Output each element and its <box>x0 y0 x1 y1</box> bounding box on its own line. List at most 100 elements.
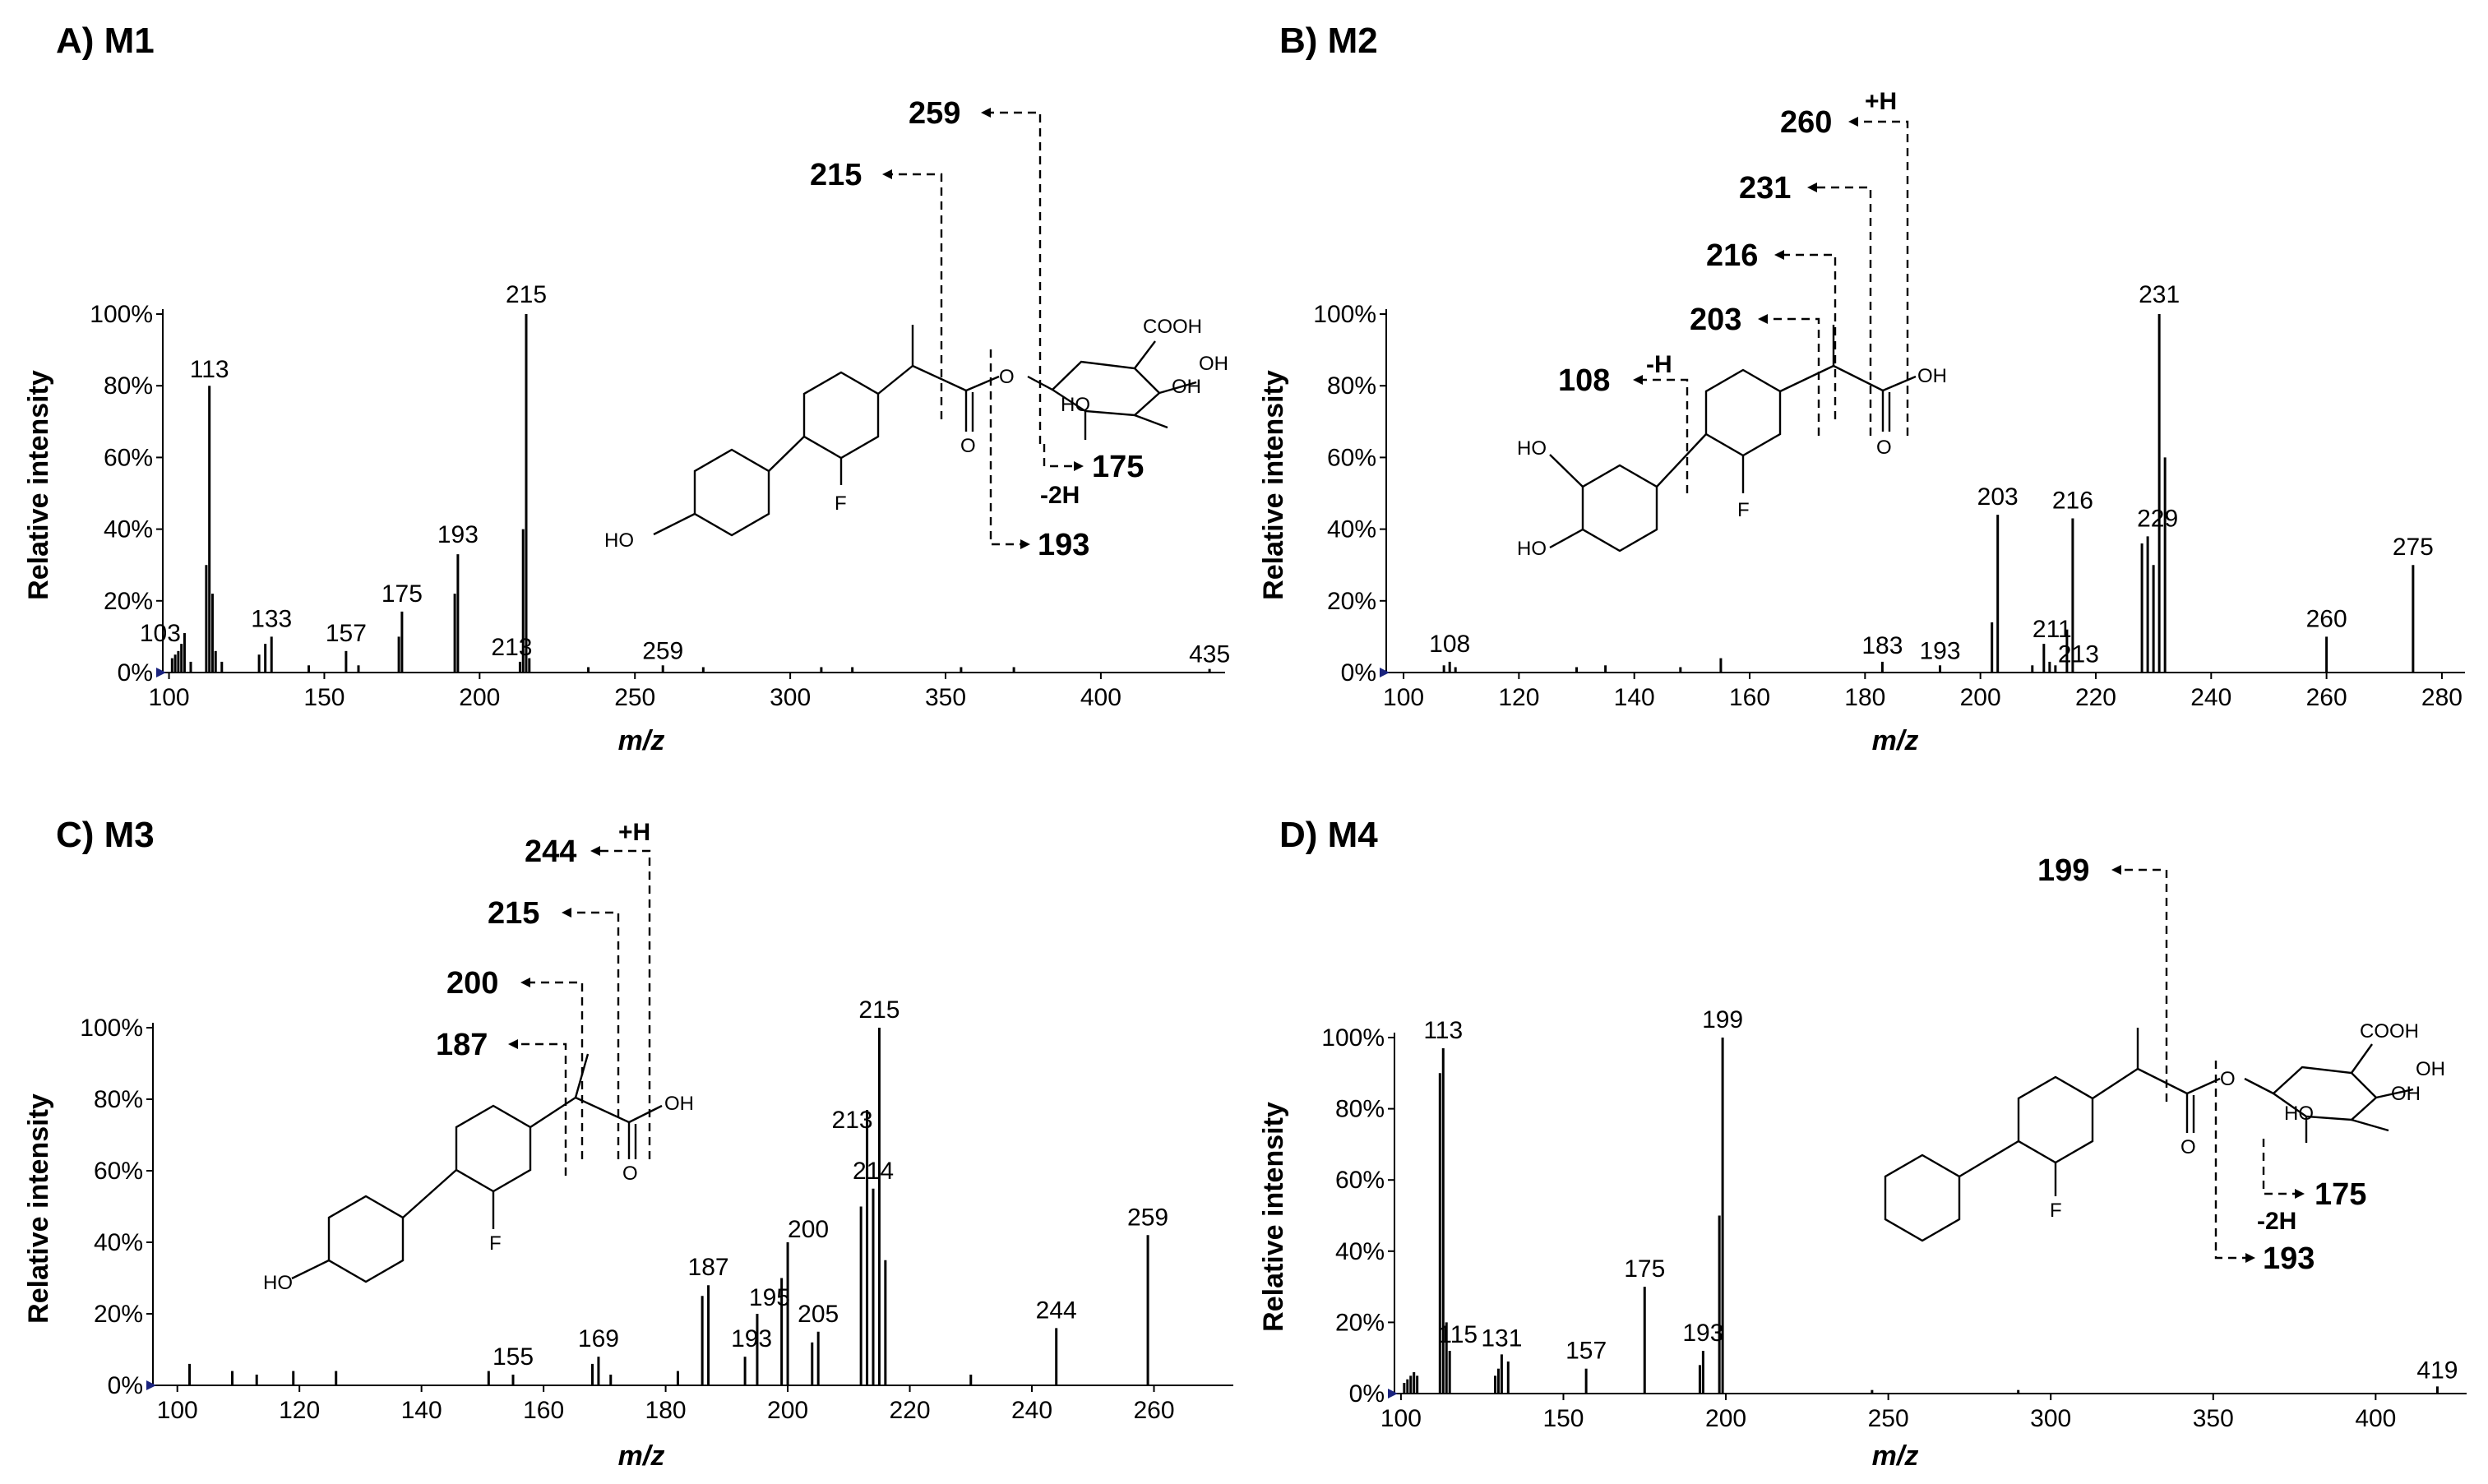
peak-label: 205 <box>798 1301 839 1328</box>
peak-label: 215 <box>506 281 547 308</box>
x-tick-label: 400 <box>2355 1405 2396 1432</box>
fragment-annotations: 244 215 200 187 +H <box>436 819 651 1176</box>
peak-label: 259 <box>1127 1204 1168 1231</box>
origin-marker <box>1380 668 1390 677</box>
y-tick-label: 100% <box>90 301 153 328</box>
peak-label: 203 <box>1977 483 2019 511</box>
peak-label: 259 <box>642 637 683 664</box>
x-axis-title: m/z <box>618 1440 665 1472</box>
fragment-label: 193 <box>1038 528 1089 562</box>
y-tick-label: 60% <box>1327 444 1376 471</box>
y-tick-label: 80% <box>1335 1096 1385 1123</box>
x-tick-label: 260 <box>2306 684 2347 711</box>
peak-label: 275 <box>2393 534 2434 561</box>
fragment-label: 175 <box>1092 450 1144 484</box>
y-tick-label: 20% <box>104 588 153 615</box>
y-axis-title: Relative intensity <box>23 1093 54 1324</box>
x-tick-label: 150 <box>1542 1405 1584 1432</box>
peak-label: 211 <box>2032 616 2072 643</box>
peak-label: 215 <box>858 996 899 1024</box>
origin-marker <box>1388 1389 1398 1398</box>
molecule-structure: HO F O O COOH OH OH HO <box>604 316 1228 552</box>
plot-area: 0% 20% 40% 60% 80% 100% 100 120 140 160 180 200 220 2… <box>1313 281 2465 711</box>
fragment-label: 215 <box>810 158 862 192</box>
x-tick-label: 180 <box>645 1397 687 1424</box>
panel-title: D) M4 <box>1279 815 1378 855</box>
fragment-label: 193 <box>2263 1241 2315 1276</box>
x-tick-label: 250 <box>614 684 655 711</box>
peak-label: 195 <box>749 1284 790 1311</box>
peak-label: 229 <box>2137 505 2178 532</box>
panel-c: C) M3 Relative intensity m/z 0% 20% 40% 60%… <box>23 815 1233 1472</box>
x-tick-label: 350 <box>925 684 966 711</box>
x-tick-label: 260 <box>1133 1397 1174 1424</box>
structure-label: OH <box>1172 376 1201 398</box>
molecule-structure: HO HO F OH O <box>1517 325 1947 560</box>
structure-label: HO <box>604 529 634 552</box>
x-tick-label: 350 <box>2193 1405 2234 1432</box>
structure-label: HO <box>1061 394 1090 416</box>
fragment-label: 216 <box>1706 238 1758 273</box>
structure-label: O <box>960 435 976 457</box>
y-axis-title: Relative intensity <box>23 370 54 600</box>
fragment-annotations: 260 231 216 203 108 +H -H <box>1558 88 1909 493</box>
fragment-note: +H <box>618 819 650 846</box>
y-tick-label: 40% <box>94 1229 143 1256</box>
fragment-label: 260 <box>1780 105 1832 140</box>
x-tick-label: 100 <box>149 684 190 711</box>
peak-label: 113 <box>1423 1017 1463 1044</box>
x-tick-label: 200 <box>767 1397 808 1424</box>
molecule-structure: HO F OH O <box>263 1053 694 1294</box>
x-tick-label: 200 <box>459 684 500 711</box>
y-tick-label: 40% <box>1335 1238 1385 1265</box>
x-axis-title: m/z <box>618 725 665 756</box>
fragment-label: 187 <box>436 1028 488 1062</box>
panel-d: D) M4 Relative intensity m/z 0% 20% 40% 60%… <box>1258 815 2467 1472</box>
fragment-label: 215 <box>488 896 539 931</box>
peak-label: 187 <box>688 1254 729 1281</box>
peak-label: 213 <box>491 634 532 661</box>
structure-label: OH <box>1199 353 1228 375</box>
structure-label: HO <box>1517 538 1547 560</box>
y-tick-label: 20% <box>1335 1309 1385 1336</box>
peak-label: 260 <box>2306 605 2347 632</box>
x-tick-label: 100 <box>1383 684 1424 711</box>
y-axis-title: Relative intensity <box>1258 1102 1289 1332</box>
x-tick-label: 120 <box>279 1397 320 1424</box>
peak-label: 193 <box>1682 1320 1723 1347</box>
x-tick-label: 150 <box>303 684 345 711</box>
fragment-label: 108 <box>1558 363 1610 398</box>
structure-label: OH <box>664 1093 694 1115</box>
y-tick-label: 20% <box>94 1301 143 1328</box>
structure-label: O <box>2220 1068 2236 1090</box>
plot-area: 0% 20% 40% 60% 80% 100% 100 150 200 250 300 350 400 1… <box>90 281 1230 711</box>
x-tick-label: 140 <box>401 1397 442 1424</box>
x-tick-label: 100 <box>1380 1405 1422 1432</box>
structure-label: HO <box>2284 1103 2314 1125</box>
structure-label: HO <box>263 1272 293 1294</box>
peak-label: 183 <box>1861 632 1903 659</box>
structure-label: OH <box>2391 1083 2421 1105</box>
x-tick-label: 200 <box>1960 684 2001 711</box>
panel-title: B) M2 <box>1279 21 1378 61</box>
y-tick-label: 80% <box>1327 372 1376 400</box>
plot-area: 0% 20% 40% 60% 80% 100% 100 120 140 160 180 200 220 2… <box>80 996 1233 1424</box>
fragment-label: 231 <box>1739 171 1791 206</box>
x-tick-label: 180 <box>1844 684 1885 711</box>
peak-label: 115 <box>1438 1321 1478 1348</box>
origin-marker <box>156 668 166 677</box>
x-tick-label: 220 <box>890 1397 931 1424</box>
fragment-note: -H <box>1646 351 1672 378</box>
panel-a: A) M1 Relative intensity m/z 0% 20% 40% 60%… <box>23 21 1230 756</box>
fragment-label: 203 <box>1690 303 1741 337</box>
structure-label: HO <box>1517 437 1547 460</box>
fragment-label: 199 <box>2037 853 2089 888</box>
x-tick-label: 140 <box>1614 684 1655 711</box>
fragment-annotations: 259 215 175 193 -2H <box>810 96 1144 562</box>
structure-label: O <box>999 366 1015 388</box>
structure-label: OH <box>2416 1058 2445 1080</box>
structure-label: O <box>622 1163 638 1185</box>
fragment-label: 259 <box>909 96 960 131</box>
x-axis-title: m/z <box>1872 725 1919 756</box>
